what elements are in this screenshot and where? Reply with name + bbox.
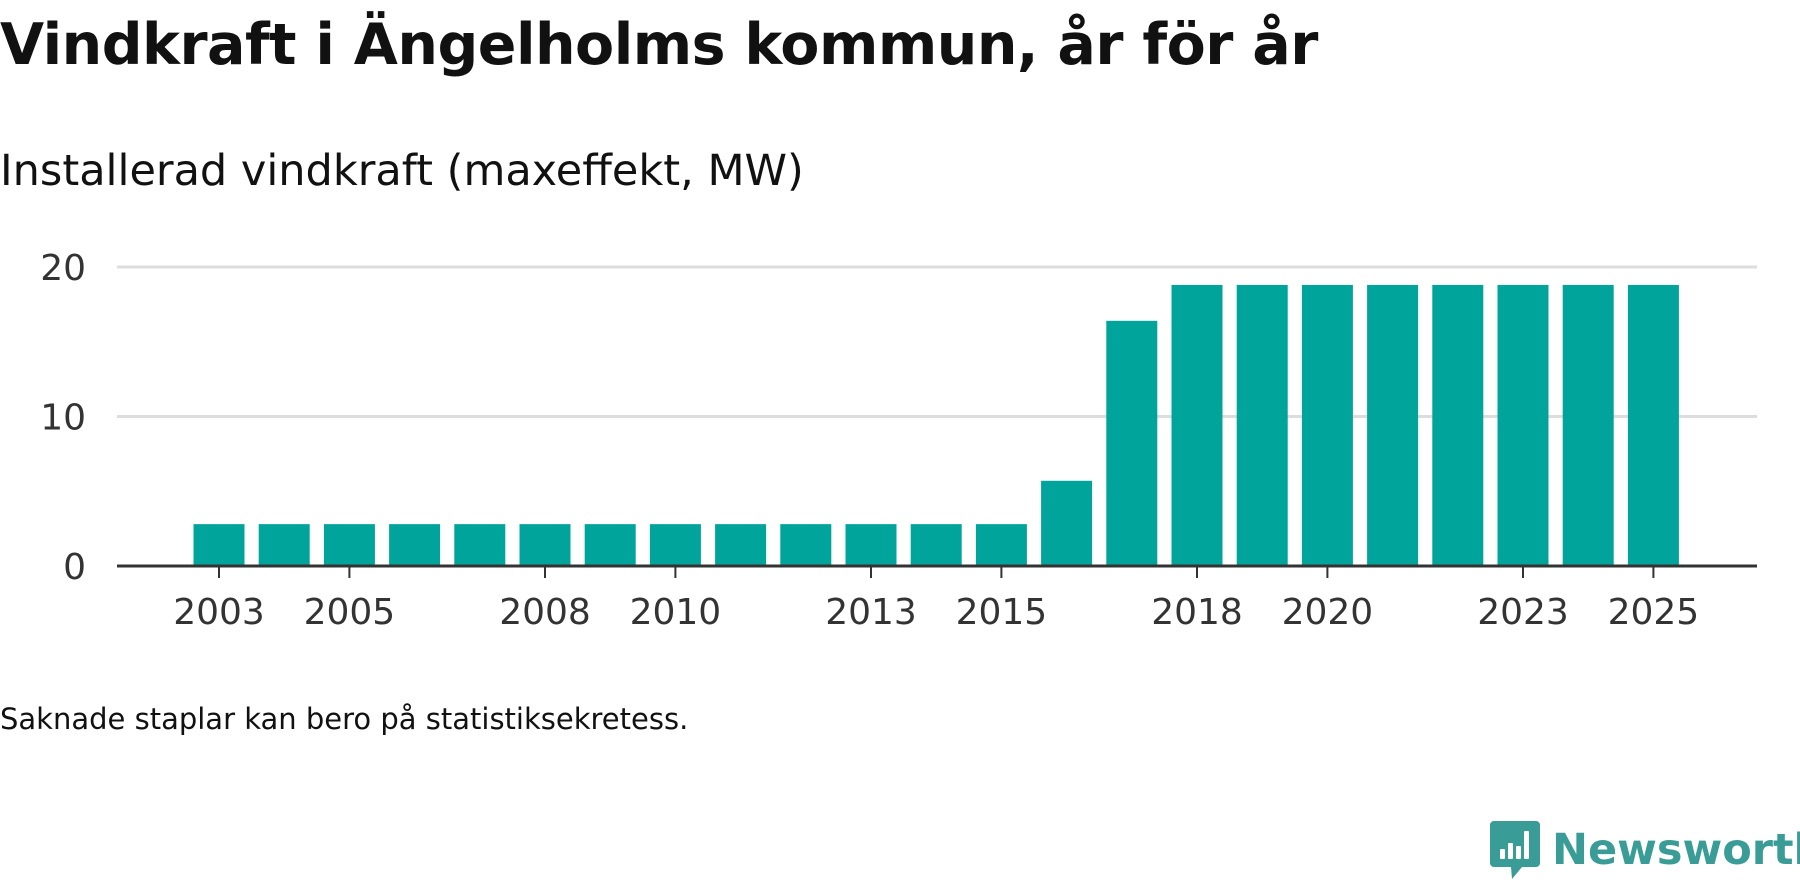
bar-2025 bbox=[1627, 284, 1679, 566]
bar-2010 bbox=[649, 524, 701, 566]
bar-2017 bbox=[1106, 320, 1158, 566]
bar-2006 bbox=[389, 524, 441, 566]
x-tick-label-2013: 2013 bbox=[825, 592, 917, 633]
bar-2020 bbox=[1301, 284, 1353, 566]
y-axis-labels: 0 10 20 bbox=[40, 248, 86, 588]
y-tick-label-20: 20 bbox=[40, 248, 86, 289]
chart-title: Vindkraft i Ängelholms kommun, år för år bbox=[0, 12, 1318, 78]
bar-2016 bbox=[1041, 480, 1093, 566]
bar-2021 bbox=[1367, 284, 1419, 566]
bar-2018 bbox=[1171, 284, 1223, 566]
bar-2009 bbox=[584, 524, 636, 566]
bar-2023 bbox=[1497, 284, 1549, 566]
bar-2019 bbox=[1236, 284, 1288, 566]
newsworthy-logo: Newsworthy bbox=[1490, 820, 1800, 880]
chart-subtitle: Installerad vindkraft (maxeffekt, MW) bbox=[0, 146, 804, 196]
newsworthy-logo-icon bbox=[1490, 821, 1540, 879]
x-tick-label-2005: 2005 bbox=[304, 592, 396, 633]
footnote: Saknade staplar kan bero på statistiksek… bbox=[0, 702, 689, 736]
x-tick-label-2023: 2023 bbox=[1477, 592, 1569, 633]
bar-2008 bbox=[519, 524, 571, 566]
newsworthy-logo-text: Newsworthy bbox=[1552, 825, 1800, 875]
x-tick-label-2003: 2003 bbox=[173, 592, 265, 633]
x-tick-label-2015: 2015 bbox=[956, 592, 1048, 633]
bar-2012 bbox=[780, 524, 832, 566]
bar-2015 bbox=[975, 524, 1027, 566]
x-tick-label-2010: 2010 bbox=[630, 592, 722, 633]
y-tick-label-0: 0 bbox=[63, 547, 86, 588]
bars bbox=[193, 284, 1679, 566]
bar-2022 bbox=[1432, 284, 1484, 566]
x-tick-label-2025: 2025 bbox=[1608, 592, 1700, 633]
y-tick-label-10: 10 bbox=[40, 398, 86, 439]
bar-2004 bbox=[258, 524, 310, 566]
x-tick-label-2018: 2018 bbox=[1151, 592, 1243, 633]
bar-2003 bbox=[193, 524, 245, 566]
x-tick-label-2020: 2020 bbox=[1282, 592, 1374, 633]
grid-lines bbox=[117, 265, 1757, 418]
x-axis bbox=[117, 564, 1757, 578]
bar-2024 bbox=[1562, 284, 1614, 566]
bar-2011 bbox=[715, 524, 767, 566]
bar-2007 bbox=[454, 524, 506, 566]
bar-2013 bbox=[845, 524, 897, 566]
x-tick-label-2008: 2008 bbox=[499, 592, 591, 633]
x-axis-labels: 2003 2005 2008 2010 2013 2015 2018 2020 2023 2025 bbox=[173, 592, 1699, 633]
bar-2005 bbox=[323, 524, 375, 566]
bar-2014 bbox=[910, 524, 962, 566]
